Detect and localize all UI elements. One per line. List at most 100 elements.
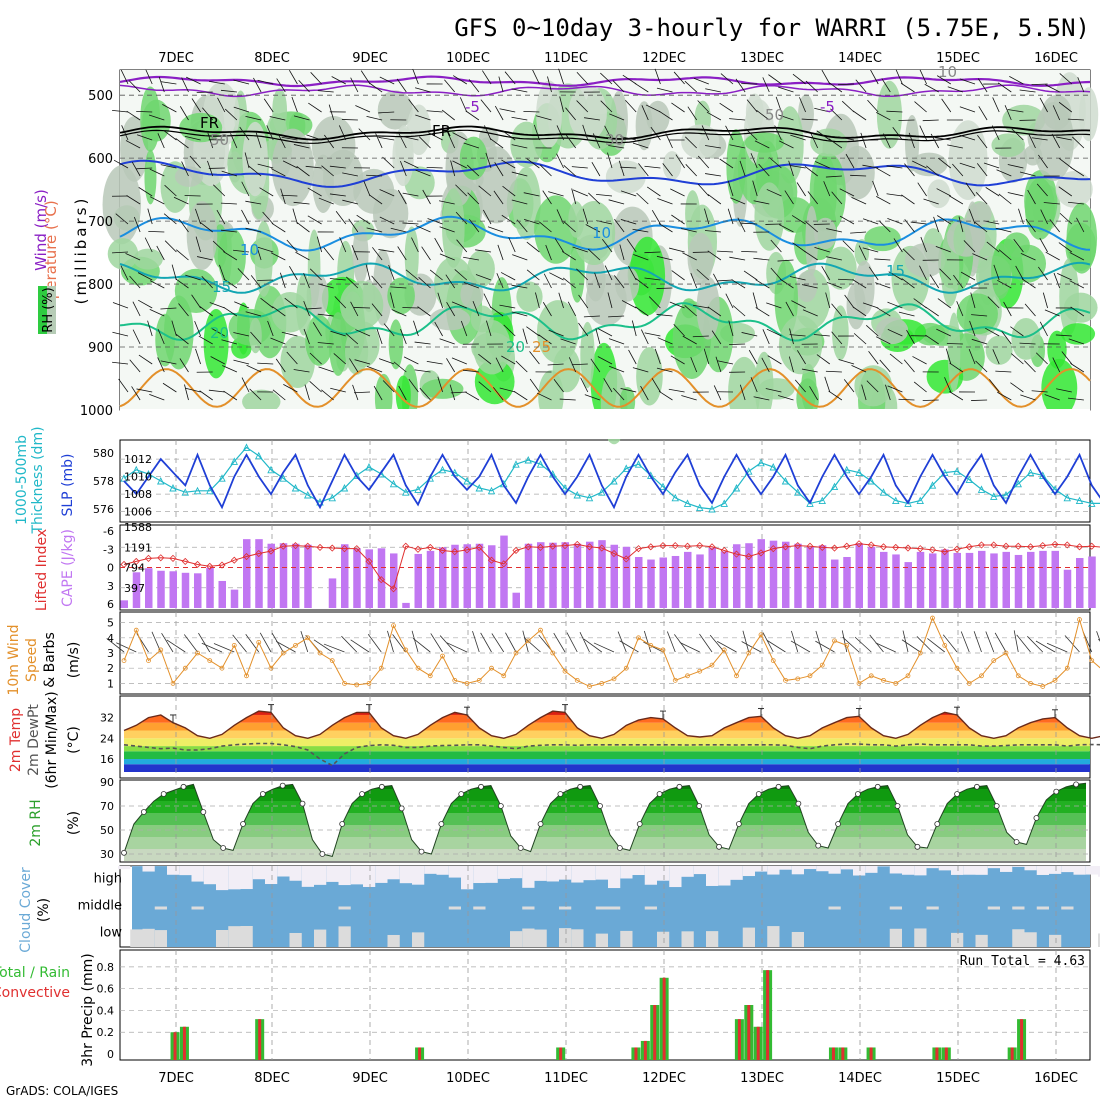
wind-barb (862, 164, 879, 169)
wind-barb (478, 381, 492, 393)
cloud-high (399, 866, 412, 884)
wind-barb (949, 362, 964, 373)
wind-barb (576, 100, 589, 113)
contour-label: 25 (532, 338, 551, 356)
rh-point (359, 791, 365, 797)
wind10-barb (901, 639, 921, 653)
wind10-point (538, 627, 543, 633)
wind10-point (1015, 673, 1021, 679)
wind-barb (257, 163, 274, 169)
bottom-day-label: 14DEC (838, 1071, 882, 1086)
wind-barb (112, 302, 129, 309)
wind-barb (917, 182, 927, 197)
wind-barb (216, 209, 226, 225)
wind-barb (482, 70, 492, 85)
cloud-mid (1036, 906, 1049, 910)
wind-barb (426, 360, 443, 365)
wind10-barb (367, 634, 382, 653)
wind-barb (668, 388, 685, 393)
wind-barb (310, 72, 322, 85)
wind-barb (866, 380, 879, 393)
wind-barb (388, 264, 395, 281)
thickness-point (230, 457, 238, 465)
li-tick: -6 (103, 525, 114, 538)
li-point (1039, 542, 1047, 550)
wind10-point (819, 662, 825, 668)
wind-barb (640, 385, 649, 401)
cloud-mid (828, 906, 841, 910)
rh-tick: 70 (100, 800, 114, 813)
wind10-barb (791, 630, 799, 653)
wind-barb (858, 245, 867, 261)
wind-barb (986, 241, 1000, 253)
cape-tick: 1191 (124, 541, 152, 554)
rh-point (140, 809, 147, 815)
contour-10 (119, 215, 1091, 252)
wind-barb (725, 125, 734, 141)
li-point (414, 545, 422, 553)
wind-barb (248, 165, 262, 177)
rh-point (577, 783, 584, 790)
li-point (1088, 542, 1096, 550)
wind-barb (536, 392, 552, 401)
contour-5 (119, 159, 1091, 188)
rh-point (597, 803, 603, 809)
wind-barb (439, 253, 455, 261)
wind-barb (445, 274, 456, 289)
wind-barb (1039, 321, 1048, 337)
wind-barb (620, 190, 637, 197)
wind10-barb (201, 642, 223, 653)
wind-barb (971, 338, 988, 345)
wind-barb (692, 304, 709, 309)
wind10-point (1077, 617, 1082, 622)
wind-barb (408, 378, 419, 393)
wind-barb (958, 216, 964, 233)
wind-barb (185, 76, 201, 85)
wind-barb (415, 169, 431, 177)
wind-barb (136, 110, 153, 113)
wind-barb (972, 253, 988, 261)
wind-barb (949, 391, 964, 401)
li-point (169, 554, 177, 562)
thickness-point (1014, 479, 1022, 488)
wind-barb (987, 296, 1000, 309)
wind10-barb (875, 642, 896, 653)
cloud-high (791, 866, 804, 875)
rh-legend: RH (%) (38, 286, 56, 334)
wind-barb (715, 356, 722, 373)
cape-bar (1014, 554, 1023, 608)
thickness-point (965, 475, 973, 484)
wind-barb (828, 138, 843, 149)
thickness-point (953, 467, 961, 475)
wind10-point (391, 623, 396, 629)
wind-barb (390, 227, 407, 233)
wind10-barb (619, 640, 639, 653)
wind-barb (303, 272, 310, 289)
cape-bar (1002, 551, 1010, 608)
wind10-point (881, 677, 886, 683)
wind-barb (705, 145, 721, 149)
wind-barb (741, 250, 758, 253)
cloud-high (938, 866, 951, 871)
wind10-barb (439, 635, 456, 653)
wind-barb (553, 378, 564, 393)
rh-point (954, 791, 960, 797)
wind-barb (312, 322, 322, 337)
wind-barb (657, 198, 673, 205)
wind-barb (558, 292, 564, 309)
wind-barb (281, 194, 298, 197)
thickness-point (696, 503, 704, 512)
wind-barb (113, 159, 129, 169)
wind-barb (348, 218, 359, 233)
wind-barb (1067, 397, 1084, 401)
cloud-high (167, 866, 180, 875)
wind-barb (508, 237, 516, 253)
wind-barb (157, 329, 165, 345)
temp-axis-label-1: 2m Temp (8, 708, 24, 772)
wind-barb (486, 320, 492, 337)
cloud-high (1036, 866, 1049, 875)
wind10-barb (815, 630, 823, 653)
wind-barb (391, 309, 407, 317)
wind-barb (330, 330, 346, 337)
thickness-point (977, 485, 986, 493)
